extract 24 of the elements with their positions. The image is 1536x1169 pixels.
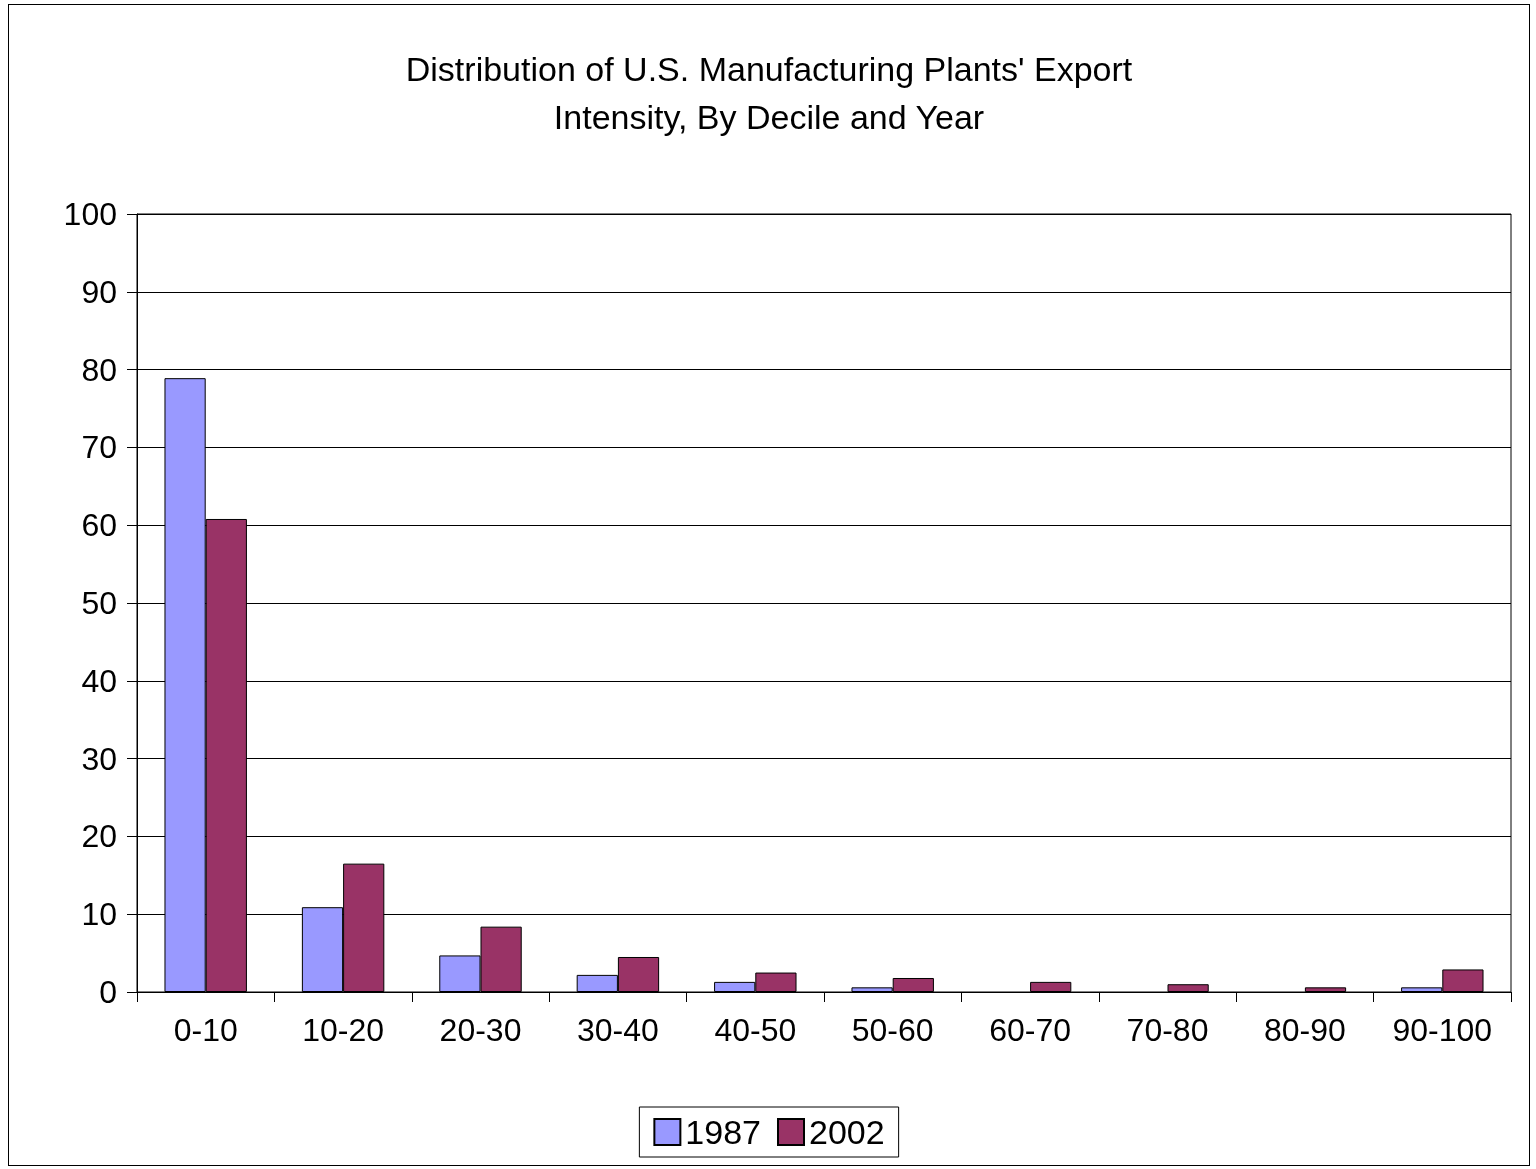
y-tick-label: 90 bbox=[81, 273, 117, 310]
x-tick-label: 80-90 bbox=[1263, 1012, 1346, 1048]
x-tick-label: 20-30 bbox=[439, 1012, 522, 1048]
y-tick-label: 100 bbox=[63, 196, 117, 232]
legend-label: 1987 bbox=[685, 1113, 761, 1151]
x-tick-label: 60-70 bbox=[989, 1012, 1072, 1048]
y-tick-label: 70 bbox=[81, 429, 117, 466]
x-tick-label: 90-100 bbox=[1392, 1012, 1493, 1048]
y-tick-label: 0 bbox=[99, 974, 117, 1010]
x-tick-label: 10-20 bbox=[302, 1012, 385, 1048]
x-tick-label: 30-40 bbox=[576, 1012, 659, 1048]
y-tick-label: 40 bbox=[81, 662, 117, 699]
legend-label: 2002 bbox=[809, 1113, 885, 1151]
y-tick-label: 80 bbox=[81, 351, 117, 388]
y-tick-label: 30 bbox=[81, 740, 117, 777]
y-tick-label: 50 bbox=[81, 585, 117, 621]
x-tick-label: 50-60 bbox=[851, 1012, 934, 1048]
x-tick-label: 70-80 bbox=[1126, 1012, 1209, 1048]
x-tick-label: 0-10 bbox=[173, 1012, 238, 1048]
x-tick-label: 40-50 bbox=[714, 1012, 797, 1048]
y-tick-label: 10 bbox=[81, 896, 117, 933]
y-tick-label: 60 bbox=[81, 507, 117, 544]
chart-title: Distribution of U.S. Manufacturing Plants' Export Intensity, By Decile and Year bbox=[405, 50, 1133, 136]
y-tick-label: 20 bbox=[81, 818, 117, 855]
